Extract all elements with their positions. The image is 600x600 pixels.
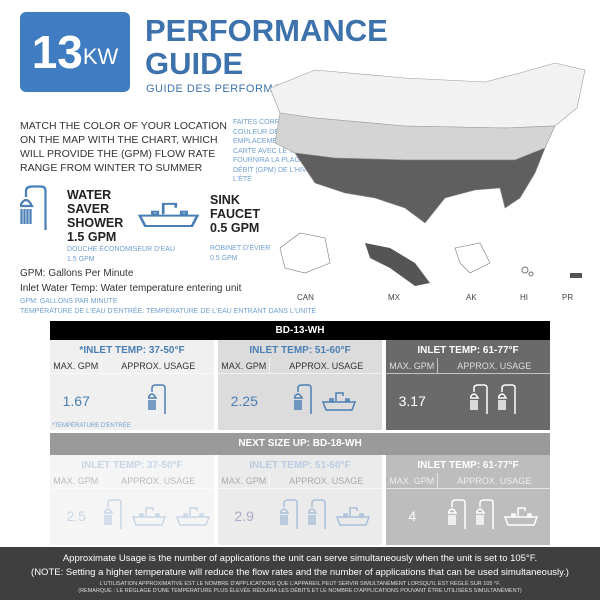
max-gpm-header: MAX. GPM — [386, 473, 439, 488]
gpm-definition: GPM: Gallons Per Minute — [20, 268, 134, 279]
max-gpm-header: MAX. GPM — [50, 358, 103, 373]
map-label-mx: MX — [388, 293, 400, 302]
inlet-definition: Inlet Water Temp: Water temperature ente… — [20, 283, 242, 294]
page-title: PERFORMANCE GUIDE — [145, 13, 388, 81]
inlet-temp-header: INLET TEMP: 51-60°F — [249, 460, 351, 471]
shower-icon — [308, 499, 326, 530]
max-gpm-value: 2.25 — [230, 393, 258, 409]
map-label-can: CAN — [297, 293, 314, 302]
temp-column: INLET TEMP: 37-50°F MAX. GPM APPROX. USAG… — [50, 455, 214, 545]
usage-icons — [102, 499, 214, 533]
intro-text: MATCH THE COLOR OF YOUR LOCATION ON THE … — [20, 120, 227, 174]
approx-usage-header: APPROX. USAGE — [457, 361, 532, 371]
max-gpm-value: 3.17 — [398, 393, 426, 409]
approx-usage-header: APPROX. USAGE — [121, 476, 196, 486]
definitions-fr: GPM: GALLONS PAR MINUTE TEMPÉRATURE DE L'… — [20, 298, 317, 315]
footnote-fr: *TEMPÉRATURE D'ENTRÉE — [52, 423, 131, 429]
sink-icon — [176, 507, 210, 526]
inlet-temp-header: INLET TEMP: 61-77°F — [417, 460, 519, 471]
approx-usage-header: APPROX. USAGE — [289, 361, 364, 371]
shower-icon — [294, 384, 312, 415]
approx-usage-header: APPROX. USAGE — [289, 476, 364, 486]
usage-icons — [438, 499, 550, 533]
max-gpm-header: MAX. GPM — [218, 358, 271, 373]
footer-note: Approximate Usage is the number of appli… — [0, 547, 600, 600]
max-gpm-header: MAX. GPM — [50, 473, 103, 488]
max-gpm-header: MAX. GPM — [218, 473, 271, 488]
temp-column: *INLET TEMP: 37-50°F MAX. GPM APPROX. USA… — [50, 340, 214, 430]
table-bd-13-wh: BD-13-WH *INLET TEMP: 37-50°F MAX. GPM AP… — [50, 321, 550, 430]
max-gpm-value: 2.5 — [66, 508, 86, 524]
sink-label: SINK FAUCET 0.5 GPM — [210, 193, 260, 235]
shower-icon — [20, 185, 47, 232]
max-gpm-value: 4 — [408, 508, 417, 524]
temp-column: INLET TEMP: 51-60°F MAX. GPM APPROX. USAG… — [218, 455, 382, 545]
inlet-temp-header: INLET TEMP: 61-77°F — [417, 345, 519, 356]
inlet-temp-header: INLET TEMP: 37-50°F — [81, 460, 183, 471]
shower-icon — [470, 384, 488, 415]
shower-icon — [476, 499, 494, 530]
usage-icons — [270, 384, 382, 418]
logo-13kw: 13 KW — [20, 12, 130, 92]
table-title: NEXT SIZE UP: BD-18-WH — [50, 433, 550, 455]
max-gpm-value: 1.67 — [62, 393, 90, 409]
table-title: BD-13-WH — [50, 321, 550, 340]
map-label-ak: AK — [466, 293, 477, 302]
sink-icon — [336, 507, 370, 526]
shower-icon — [498, 384, 516, 415]
map-label-pr: PR — [562, 293, 574, 302]
shower-label-fr: DOUCHE ÉCONOMISEUR D'EAU 1.5 GPM — [67, 246, 175, 263]
usage-icons — [438, 384, 550, 418]
sink-icon — [504, 507, 538, 526]
sink-icon — [322, 392, 356, 411]
sink-icon — [132, 507, 166, 526]
inlet-temp-header: INLET TEMP: 51-60°F — [249, 345, 351, 356]
shower-icon — [104, 499, 122, 530]
usage-icons — [102, 384, 214, 418]
temp-column: INLET TEMP: 61-77°F MAX. GPM APPROX. USAG… — [386, 340, 550, 430]
table-bd-18-wh: NEXT SIZE UP: BD-18-WH INLET TEMP: 37-50… — [50, 433, 550, 545]
max-gpm-header: MAX. GPM — [386, 358, 439, 373]
temp-column: INLET TEMP: 61-77°F MAX. GPM APPROX. USAG… — [386, 455, 550, 545]
shower-icon — [148, 384, 166, 415]
approx-usage-header: APPROX. USAGE — [457, 476, 532, 486]
shower-icon — [448, 499, 466, 530]
inlet-temp-header: *INLET TEMP: 37-50°F — [79, 345, 185, 356]
shower-label: WATER SAVER SHOWER 1.5 GPM — [67, 188, 124, 244]
page-subtitle: GUIDE DES PERFORMANCES — [146, 83, 314, 95]
shower-icon — [280, 499, 298, 530]
temp-column: INLET TEMP: 51-60°F MAX. GPM APPROX. USAG… — [218, 340, 382, 430]
us-region-map — [269, 62, 586, 286]
approx-usage-header: APPROX. USAGE — [121, 361, 196, 371]
map-label-hi: HI — [520, 293, 528, 302]
usage-icons — [270, 499, 382, 533]
sink-label-fr: ROBINET D'ÉVIER 0.5 GPM — [210, 245, 271, 262]
max-gpm-value: 2.9 — [234, 508, 254, 524]
sink-icon — [138, 202, 199, 228]
